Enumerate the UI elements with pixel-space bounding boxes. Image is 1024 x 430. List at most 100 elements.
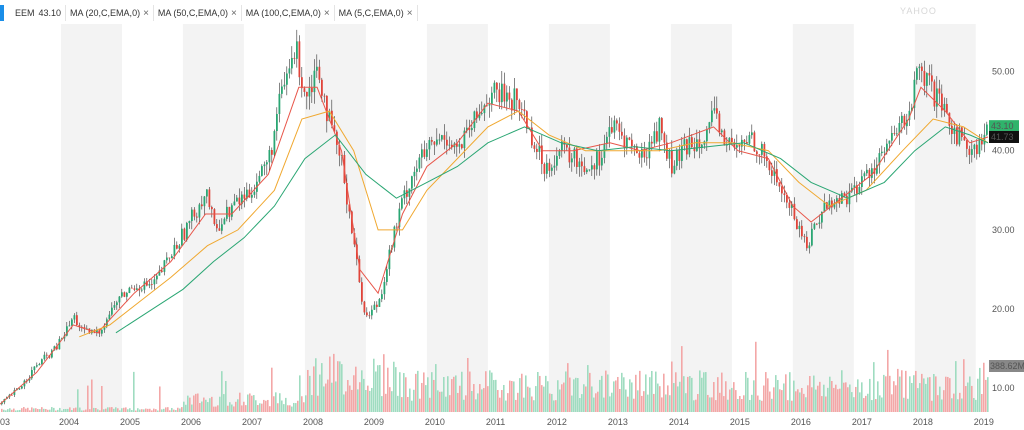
volume-bar xyxy=(113,408,115,412)
candle-body xyxy=(693,147,696,152)
candle-body xyxy=(513,88,516,111)
candle-body xyxy=(451,144,453,148)
candle-body xyxy=(273,131,276,155)
volume-bar xyxy=(901,370,903,412)
volume-bar xyxy=(503,384,505,412)
volume-bar xyxy=(351,389,353,412)
candle-body xyxy=(353,233,356,245)
close-icon[interactable]: × xyxy=(406,7,413,19)
candle-body xyxy=(688,137,691,155)
x-tick-label: 2011 xyxy=(486,417,505,427)
close-icon[interactable]: × xyxy=(143,7,149,19)
candle-body xyxy=(773,169,776,176)
volume-bar xyxy=(25,408,27,412)
volume-bar xyxy=(927,377,929,412)
candle-body xyxy=(938,88,941,94)
symbol-accent-bar xyxy=(0,5,4,21)
candle-body xyxy=(671,150,673,174)
volume-bar xyxy=(57,409,59,412)
volume-bar xyxy=(771,398,773,412)
volume-bar xyxy=(147,408,149,412)
volume-bar xyxy=(427,377,429,412)
volume-bar xyxy=(585,386,587,412)
volume-bar xyxy=(381,396,383,412)
candle-body xyxy=(1,402,3,405)
volume-bar xyxy=(925,383,927,412)
volume-bar xyxy=(971,385,973,412)
volume-bar xyxy=(117,408,119,412)
candle-body xyxy=(638,153,641,158)
legend-indicator-ma20[interactable]: MA (20,C,EMA,0) × xyxy=(66,5,154,21)
candle-body xyxy=(583,166,586,173)
candle-body xyxy=(56,346,58,350)
candle-body xyxy=(558,150,561,156)
volume-bar xyxy=(107,407,109,412)
candle-body xyxy=(943,103,946,111)
candle-body xyxy=(303,88,306,92)
candle-body xyxy=(838,198,841,204)
volume-bar xyxy=(99,410,101,412)
volume-bar xyxy=(447,376,449,412)
volume-bar xyxy=(549,393,551,412)
volume-bar xyxy=(623,377,625,412)
candle-body xyxy=(11,394,13,396)
candle-body xyxy=(101,329,103,334)
volume-bar xyxy=(851,392,853,412)
candle-body xyxy=(308,87,311,97)
candle-body xyxy=(746,141,748,144)
candle-body xyxy=(483,105,486,114)
candle-body xyxy=(613,120,616,133)
indicator-label: MA (100,C,EMA,0) xyxy=(245,8,321,18)
volume-bar xyxy=(603,397,605,412)
candle-body xyxy=(751,132,753,136)
close-icon[interactable]: × xyxy=(323,7,330,19)
candle-body xyxy=(176,244,178,249)
volume-bar xyxy=(975,399,977,412)
volume-bar xyxy=(577,378,579,412)
close-icon[interactable]: × xyxy=(230,7,237,19)
candle-body xyxy=(158,270,161,276)
volume-bar xyxy=(521,373,523,412)
candle-body xyxy=(286,73,288,85)
volume-bar xyxy=(915,370,917,412)
candle-body xyxy=(191,209,193,222)
candle-body xyxy=(278,93,281,114)
volume-bar xyxy=(161,409,163,412)
volume-bar xyxy=(459,385,461,412)
candle-body xyxy=(123,292,126,297)
volume-bar xyxy=(219,396,221,412)
candle-body xyxy=(643,148,646,158)
candle-body xyxy=(976,144,978,155)
candle-body xyxy=(478,113,481,119)
volume-bar xyxy=(341,364,343,412)
volume-bar xyxy=(745,371,747,412)
volume-bar xyxy=(833,387,835,412)
volume-bar xyxy=(705,372,707,412)
candle-body xyxy=(253,191,256,195)
legend-indicator-ma100[interactable]: MA (100,C,EMA,0) × xyxy=(242,5,335,21)
candle-body xyxy=(568,147,571,163)
candle-body xyxy=(386,269,388,282)
candle-body xyxy=(293,57,296,59)
legend-indicator-ma5[interactable]: MA (5,C,EMA,0) × xyxy=(335,5,418,21)
candle-body xyxy=(718,113,721,133)
candle-body xyxy=(31,370,33,379)
volume-bar xyxy=(909,376,911,412)
candle-body xyxy=(536,148,538,152)
candle-body xyxy=(658,118,661,142)
legend-indicator-ma50[interactable]: MA (50,C,EMA,0) × xyxy=(154,5,242,21)
moving-averages xyxy=(0,86,989,405)
volume-bar xyxy=(485,371,487,412)
volume-bar xyxy=(897,368,899,412)
volume-bar xyxy=(653,393,655,412)
candle-body xyxy=(941,93,943,111)
volume-bar xyxy=(303,402,305,412)
candle-body xyxy=(203,196,206,207)
legend-symbol-chip[interactable]: EEM 43.10 xyxy=(11,5,67,21)
candle-body xyxy=(368,315,371,317)
volume-bar xyxy=(527,386,529,412)
candle-body xyxy=(246,189,248,199)
volume-bar xyxy=(191,404,193,412)
volume-bar xyxy=(979,367,981,412)
